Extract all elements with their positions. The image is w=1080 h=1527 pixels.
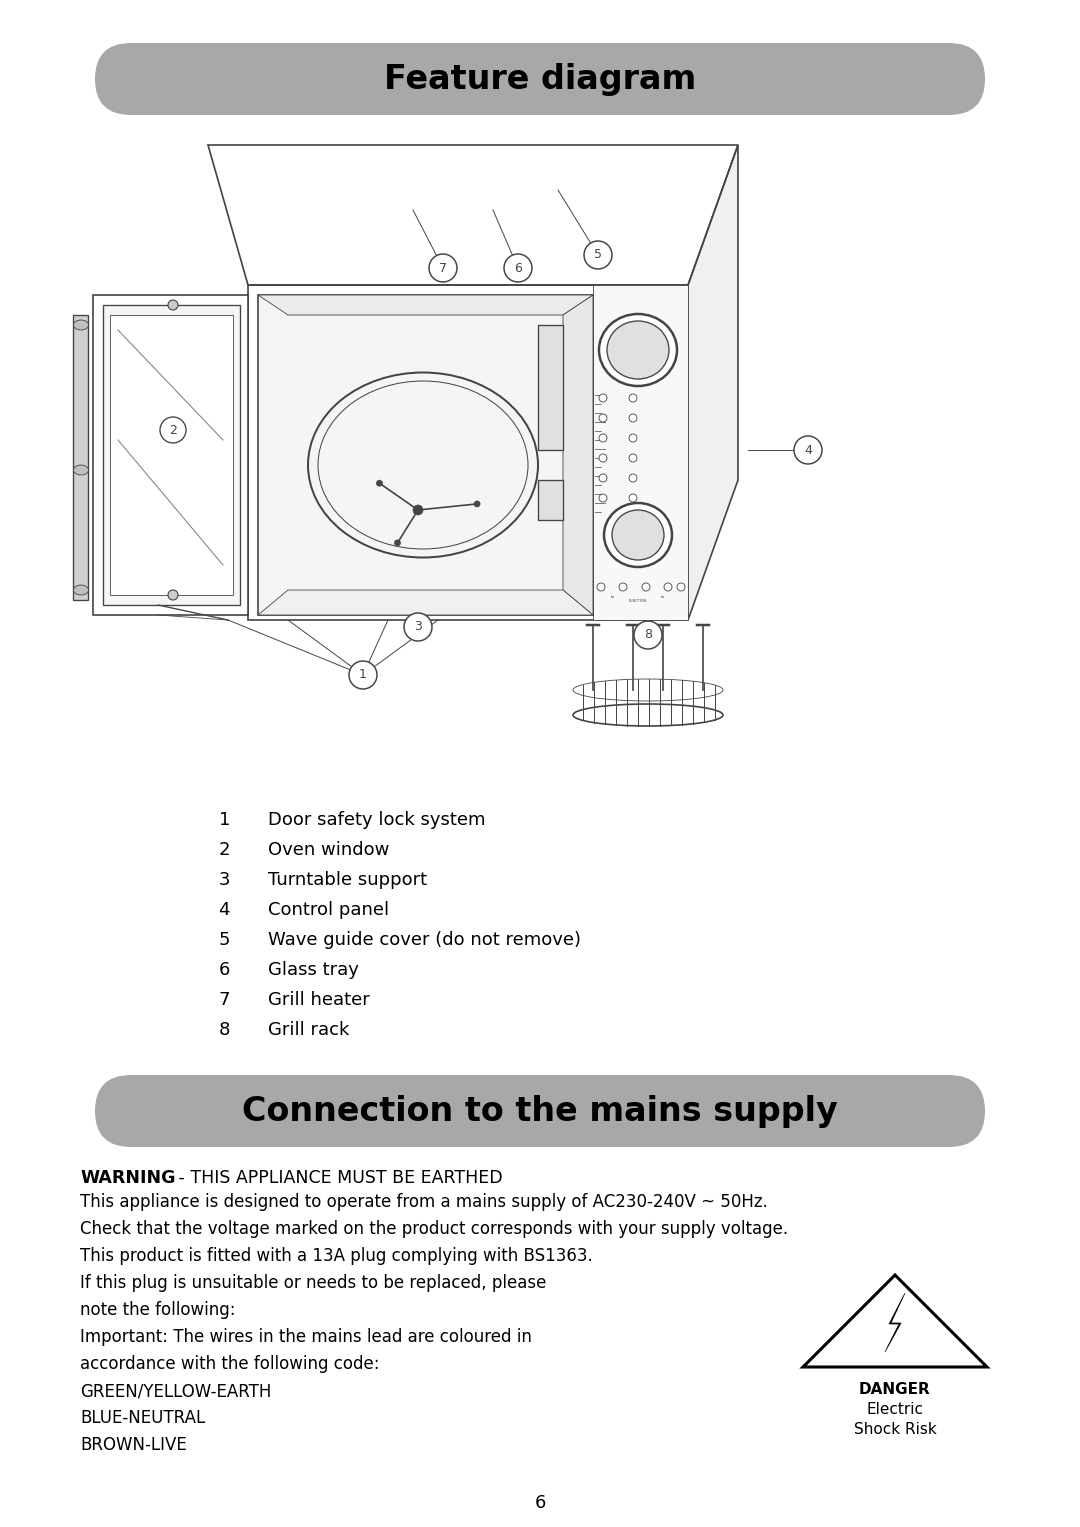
Text: 1: 1 (218, 811, 230, 829)
Text: Grill heater: Grill heater (268, 991, 369, 1009)
Polygon shape (248, 286, 688, 620)
Text: Turntable support: Turntable support (268, 870, 427, 889)
Text: 6: 6 (535, 1493, 545, 1512)
Circle shape (629, 495, 637, 502)
Polygon shape (538, 325, 563, 450)
Circle shape (599, 414, 607, 421)
Circle shape (394, 541, 401, 545)
Text: Door safety lock system: Door safety lock system (268, 811, 486, 829)
Text: 6: 6 (514, 261, 522, 275)
Text: FUNCTION: FUNCTION (629, 599, 647, 603)
Text: Important: The wires in the mains lead are coloured in: Important: The wires in the mains lead a… (80, 1328, 531, 1345)
Text: Feature diagram: Feature diagram (383, 63, 697, 96)
Polygon shape (258, 295, 593, 615)
Polygon shape (593, 286, 688, 620)
Circle shape (629, 414, 637, 421)
Polygon shape (258, 589, 593, 615)
Polygon shape (103, 305, 240, 605)
Circle shape (504, 253, 532, 282)
Text: Oven window: Oven window (268, 841, 390, 860)
Text: 1: 1 (359, 669, 367, 681)
Circle shape (597, 583, 605, 591)
Text: BROWN-LIVE: BROWN-LIVE (80, 1435, 187, 1454)
Text: If this plug is unsuitable or needs to be replaced, please: If this plug is unsuitable or needs to b… (80, 1274, 546, 1292)
Polygon shape (538, 479, 563, 521)
Text: to: to (661, 596, 665, 599)
Circle shape (168, 589, 178, 600)
Text: 3: 3 (218, 870, 230, 889)
Circle shape (599, 473, 607, 483)
Circle shape (599, 454, 607, 463)
Ellipse shape (73, 321, 89, 330)
Circle shape (599, 434, 607, 441)
Text: Connection to the mains supply: Connection to the mains supply (242, 1095, 838, 1127)
Text: - THIS APPLIANCE MUST BE EARTHED: - THIS APPLIANCE MUST BE EARTHED (162, 1170, 502, 1186)
Text: BLUE-NEUTRAL: BLUE-NEUTRAL (80, 1409, 205, 1428)
FancyBboxPatch shape (95, 43, 985, 115)
Text: note the following:: note the following: (80, 1301, 235, 1319)
Circle shape (404, 612, 432, 641)
Circle shape (429, 253, 457, 282)
Circle shape (413, 505, 423, 515)
Circle shape (642, 583, 650, 591)
Text: 6: 6 (218, 960, 230, 979)
Text: 8: 8 (644, 629, 652, 641)
Polygon shape (93, 295, 248, 615)
Text: Check that the voltage marked on the product corresponds with your supply voltag: Check that the voltage marked on the pro… (80, 1220, 788, 1238)
Text: Wave guide cover (do not remove): Wave guide cover (do not remove) (268, 931, 581, 948)
Text: 3: 3 (414, 620, 422, 634)
Ellipse shape (73, 585, 89, 596)
Ellipse shape (612, 510, 664, 560)
Circle shape (349, 661, 377, 689)
Circle shape (629, 454, 637, 463)
Text: accordance with the following code:: accordance with the following code: (80, 1354, 379, 1373)
Ellipse shape (607, 321, 669, 379)
Text: 2: 2 (170, 423, 177, 437)
Text: 5: 5 (594, 249, 602, 261)
Circle shape (160, 417, 186, 443)
Circle shape (677, 583, 685, 591)
Text: Shock Risk: Shock Risk (853, 1422, 936, 1437)
Polygon shape (258, 295, 593, 315)
Polygon shape (688, 145, 738, 620)
Ellipse shape (604, 502, 672, 567)
Circle shape (474, 501, 481, 507)
Circle shape (629, 434, 637, 441)
Circle shape (664, 583, 672, 591)
Ellipse shape (73, 466, 89, 475)
Text: Glass tray: Glass tray (268, 960, 359, 979)
Text: This product is fitted with a 13A plug complying with BS1363.: This product is fitted with a 13A plug c… (80, 1248, 593, 1264)
Text: 8: 8 (218, 1022, 230, 1038)
Text: 7: 7 (218, 991, 230, 1009)
Circle shape (794, 437, 822, 464)
Text: This appliance is designed to operate from a mains supply of AC230-240V ~ 50Hz.: This appliance is designed to operate fr… (80, 1193, 768, 1211)
Circle shape (634, 621, 662, 649)
Polygon shape (563, 295, 593, 615)
FancyBboxPatch shape (95, 1075, 985, 1147)
Ellipse shape (599, 315, 677, 386)
Text: 4: 4 (805, 443, 812, 457)
Text: WARNING: WARNING (80, 1170, 175, 1186)
Text: Control panel: Control panel (268, 901, 389, 919)
Text: 5: 5 (218, 931, 230, 948)
Circle shape (377, 479, 382, 486)
Polygon shape (73, 315, 87, 600)
Text: Electric: Electric (866, 1402, 923, 1417)
Text: to: to (611, 596, 616, 599)
Circle shape (599, 394, 607, 402)
Polygon shape (110, 315, 233, 596)
Circle shape (599, 495, 607, 502)
Text: DANGER: DANGER (859, 1382, 931, 1397)
Circle shape (619, 583, 627, 591)
Circle shape (629, 473, 637, 483)
Text: 2: 2 (218, 841, 230, 860)
Circle shape (584, 241, 612, 269)
Circle shape (168, 299, 178, 310)
Text: 7: 7 (438, 261, 447, 275)
Text: GREEN/YELLOW-EARTH: GREEN/YELLOW-EARTH (80, 1382, 271, 1400)
Polygon shape (885, 1293, 905, 1351)
Text: Grill rack: Grill rack (268, 1022, 349, 1038)
Circle shape (629, 394, 637, 402)
Text: 4: 4 (218, 901, 230, 919)
